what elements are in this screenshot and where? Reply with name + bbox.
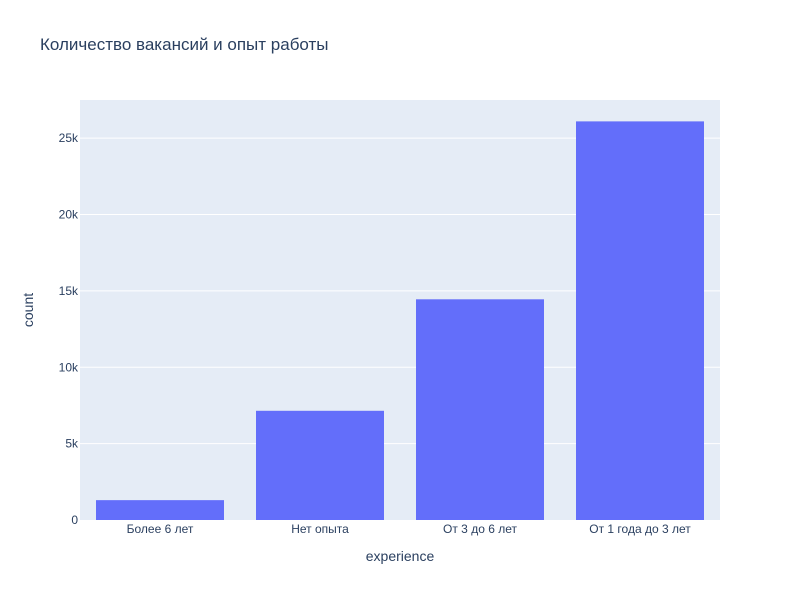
y-tick-label: 25k <box>59 131 79 145</box>
bar[interactable] <box>416 299 544 520</box>
x-tick-label: От 3 до 6 лет <box>443 522 517 536</box>
bar[interactable] <box>576 121 704 520</box>
bar[interactable] <box>96 500 224 520</box>
x-tick-label: Более 6 лет <box>127 522 194 536</box>
y-axis-label: count <box>20 293 36 327</box>
x-tick-label: Нет опыта <box>291 522 349 536</box>
y-tick-label: 15k <box>59 284 79 298</box>
bar[interactable] <box>256 410 384 520</box>
x-axis-ticks: Более 6 лет Нет опыта От 3 до 6 лет От 1 го… <box>127 522 692 536</box>
y-tick-label: 10k <box>59 360 79 374</box>
chart-title: Количество вакансий и опыт работы <box>40 35 329 54</box>
x-axis-label: experience <box>366 548 435 564</box>
y-tick-label: 20k <box>59 208 79 222</box>
x-tick-label: От 1 года до 3 лет <box>589 522 691 536</box>
y-tick-label: 0 <box>71 513 78 527</box>
bars <box>96 121 704 520</box>
y-tick-label: 5k <box>65 437 79 451</box>
y-axis-ticks: 0 5k 10k 15k 20k 25k <box>59 131 79 527</box>
